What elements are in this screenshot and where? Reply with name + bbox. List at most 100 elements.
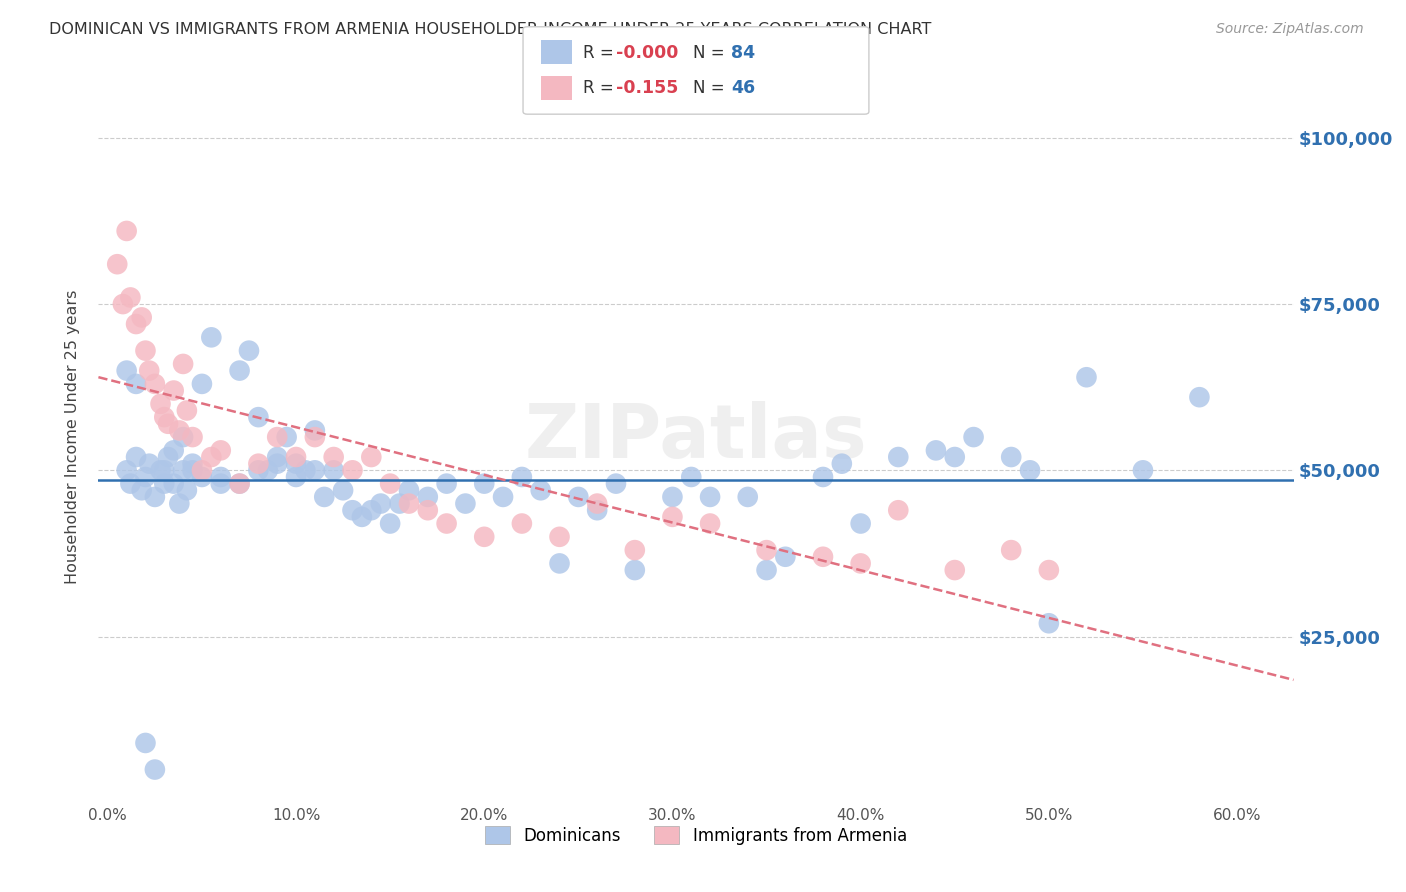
Text: R =: R =: [583, 79, 620, 97]
Point: [247, 463, 270, 477]
Point: [153, 463, 176, 477]
Point: [228, 363, 250, 377]
Text: Source: ZipAtlas.com: Source: ZipAtlas.com: [1216, 22, 1364, 37]
Point: [131, 310, 153, 325]
Point: [811, 549, 834, 564]
Point: [115, 463, 138, 477]
Point: [416, 490, 439, 504]
Point: [200, 330, 222, 344]
Point: [849, 557, 872, 571]
Point: [157, 450, 180, 464]
Point: [120, 290, 142, 304]
Point: [266, 450, 288, 464]
Point: [472, 530, 495, 544]
Point: [169, 497, 191, 511]
Point: [105, 257, 128, 271]
Text: ZIPatlas: ZIPatlas: [524, 401, 868, 474]
Point: [548, 530, 571, 544]
Point: [1188, 390, 1211, 404]
Point: [623, 543, 645, 558]
Point: [332, 483, 354, 498]
Point: [1076, 370, 1098, 384]
Point: [342, 463, 364, 477]
Point: [172, 357, 194, 371]
Point: [378, 516, 401, 531]
Point: [120, 476, 142, 491]
Point: [304, 424, 326, 438]
Point: [163, 384, 186, 398]
Point: [304, 463, 326, 477]
Point: [134, 470, 156, 484]
Point: [191, 463, 214, 477]
Point: [370, 497, 392, 511]
Point: [181, 463, 204, 477]
Point: [699, 516, 721, 531]
Point: [153, 476, 176, 491]
Point: [398, 483, 420, 498]
Point: [360, 450, 382, 464]
Point: [436, 476, 458, 491]
Point: [314, 490, 336, 504]
Point: [681, 470, 703, 484]
Point: [285, 450, 308, 464]
Point: [605, 476, 627, 491]
Point: [322, 463, 344, 477]
Point: [149, 397, 172, 411]
Point: [623, 563, 645, 577]
Text: N =: N =: [693, 79, 730, 97]
Point: [699, 490, 721, 504]
Point: [350, 509, 373, 524]
Point: [1019, 463, 1042, 477]
Point: [285, 470, 308, 484]
Legend: Dominicans, Immigrants from Armenia: Dominicans, Immigrants from Armenia: [477, 818, 915, 853]
Point: [887, 503, 910, 517]
Point: [115, 363, 138, 377]
Point: [416, 503, 439, 517]
Point: [191, 376, 214, 391]
Point: [285, 457, 308, 471]
Point: [962, 430, 984, 444]
Point: [138, 457, 160, 471]
Point: [247, 457, 270, 471]
Point: [153, 410, 176, 425]
Point: [143, 490, 166, 504]
Point: [342, 503, 364, 517]
Point: [586, 503, 609, 517]
Point: [436, 516, 458, 531]
Point: [661, 509, 683, 524]
Text: DOMINICAN VS IMMIGRANTS FROM ARMENIA HOUSEHOLDER INCOME UNDER 25 YEARS CORRELATI: DOMINICAN VS IMMIGRANTS FROM ARMENIA HOU…: [49, 22, 932, 37]
Point: [143, 376, 166, 391]
Point: [131, 483, 153, 498]
Point: [530, 483, 553, 498]
Point: [228, 476, 250, 491]
Point: [172, 463, 194, 477]
Point: [755, 563, 778, 577]
Point: [134, 343, 156, 358]
Text: 84: 84: [731, 44, 755, 62]
Point: [157, 417, 180, 431]
Point: [125, 317, 148, 331]
Point: [111, 297, 134, 311]
Point: [454, 497, 477, 511]
Point: [209, 470, 232, 484]
Point: [388, 497, 411, 511]
Point: [176, 403, 198, 417]
Point: [294, 463, 316, 477]
Point: [143, 763, 166, 777]
Point: [925, 443, 948, 458]
Point: [125, 376, 148, 391]
Point: [247, 410, 270, 425]
Point: [276, 430, 298, 444]
Point: [138, 363, 160, 377]
Point: [472, 476, 495, 491]
Point: [169, 424, 191, 438]
Point: [181, 457, 204, 471]
Point: [1038, 616, 1060, 631]
Point: [200, 450, 222, 464]
Point: [398, 497, 420, 511]
Point: [548, 557, 571, 571]
Point: [510, 516, 533, 531]
Point: [887, 450, 910, 464]
Point: [510, 470, 533, 484]
Text: R =: R =: [583, 44, 620, 62]
